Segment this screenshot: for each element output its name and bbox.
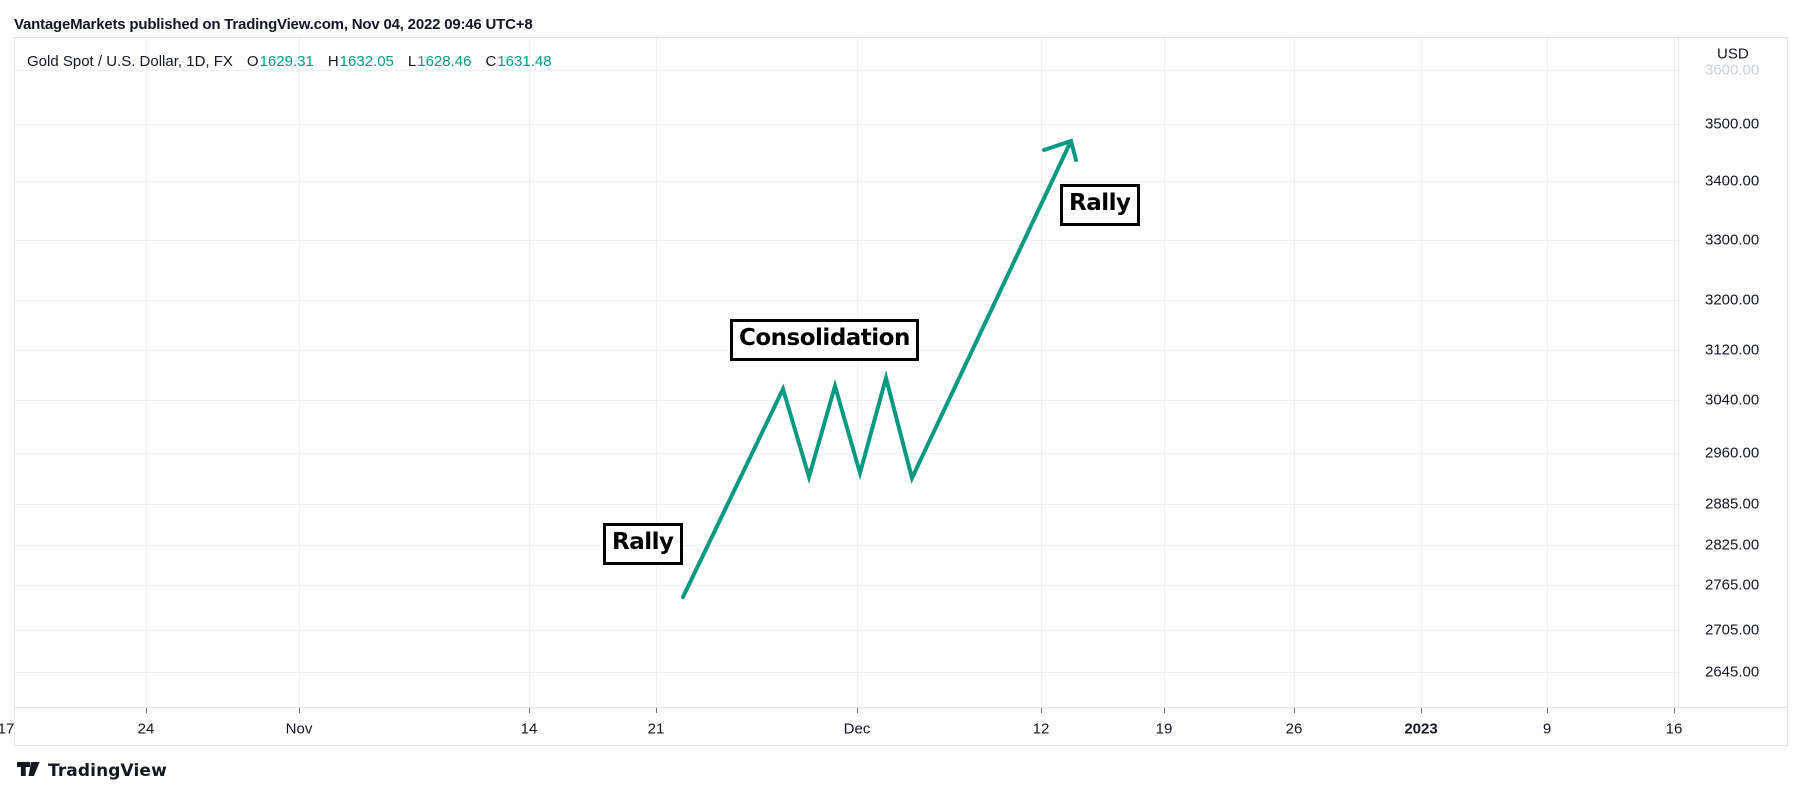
- h-gridline: [15, 585, 1678, 586]
- time-axis-label: 14: [520, 720, 538, 738]
- price-axis-separator: [1678, 38, 1679, 707]
- price-axis-label: 3040.00: [1705, 391, 1760, 409]
- time-axis-tick: [1294, 708, 1295, 713]
- tradingview-logo-icon: [17, 762, 40, 776]
- attribution-text: VantageMarkets published on TradingView.…: [14, 16, 533, 33]
- time-axis-tick: [299, 708, 300, 713]
- h-gridline: [15, 672, 1678, 673]
- v-gridline: [656, 38, 657, 707]
- time-axis-label: 16: [1665, 720, 1683, 738]
- symbol-title: Gold Spot / U.S. Dollar, 1D, FX: [27, 53, 233, 70]
- time-axis-label: 26: [1285, 720, 1303, 738]
- v-gridline: [1547, 38, 1548, 707]
- h-gridline: [15, 240, 1678, 241]
- time-axis-tick: [1164, 708, 1165, 713]
- v-gridline: [1164, 38, 1165, 707]
- tradingview-wordmark: TradingView: [48, 761, 167, 781]
- h-gridline: [15, 70, 1678, 71]
- price-axis-label: 2960.00: [1705, 444, 1760, 462]
- v-gridline: [1294, 38, 1295, 707]
- v-gridline: [857, 38, 858, 707]
- price-axis[interactable]: [1679, 38, 1787, 707]
- annotation-rally-1[interactable]: Rally: [603, 523, 683, 565]
- price-axis-label: 3200.00: [1705, 291, 1760, 309]
- time-axis-tick: [857, 708, 858, 713]
- time-axis-tick: [529, 708, 530, 713]
- h-gridline: [15, 453, 1678, 454]
- time-axis-label: Dec: [843, 720, 871, 738]
- time-axis-tick: [656, 708, 657, 713]
- time-axis-tick: [1547, 708, 1548, 713]
- h-gridline: [15, 300, 1678, 301]
- trend-line-drawing[interactable]: [681, 139, 1073, 599]
- price-axis-label: 2765.00: [1705, 576, 1760, 594]
- annotation-rally-2[interactable]: Rally: [1060, 184, 1140, 226]
- time-axis-label: 21: [647, 720, 665, 738]
- time-axis-label: 19: [1155, 720, 1173, 738]
- h-gridline: [15, 545, 1678, 546]
- v-gridline: [299, 38, 300, 707]
- v-gridline: [1674, 38, 1675, 707]
- v-gridline: [1421, 38, 1422, 707]
- price-axis-label: 2705.00: [1705, 621, 1760, 639]
- time-axis-tick: [1041, 708, 1042, 713]
- time-axis-label: 24: [137, 720, 155, 738]
- time-axis-tick: [1674, 708, 1675, 713]
- price-axis-currency: USD: [1717, 45, 1749, 63]
- v-gridline: [1041, 38, 1042, 707]
- h-gridline: [15, 400, 1678, 401]
- symbol-title-row: Gold Spot / U.S. Dollar, 1D, FX O 1629.31…: [27, 53, 552, 70]
- tradingview-footer[interactable]: TradingView: [17, 761, 167, 781]
- h-gridline: [15, 181, 1678, 182]
- ohlc-close: C 1631.48: [485, 53, 552, 70]
- time-axis-label: Nov: [285, 720, 313, 738]
- time-axis-tick: [1421, 708, 1422, 713]
- price-axis-label: 3500.00: [1705, 115, 1760, 133]
- price-axis-label: 3400.00: [1705, 172, 1760, 190]
- time-axis-label: 9: [1542, 720, 1552, 738]
- price-axis-label: 2885.00: [1705, 495, 1760, 513]
- v-gridline: [146, 38, 147, 707]
- chart-card: [14, 37, 1788, 746]
- time-axis-separator: [15, 707, 1787, 708]
- time-axis-label: 12: [1032, 720, 1050, 738]
- h-gridline: [15, 504, 1678, 505]
- trend-arrowhead[interactable]: [1042, 138, 1078, 162]
- h-gridline: [15, 124, 1678, 125]
- ohlc-high: H 1632.05: [327, 53, 394, 70]
- time-axis[interactable]: [15, 708, 1787, 745]
- h-gridline: [15, 630, 1678, 631]
- price-axis-label: 3120.00: [1705, 341, 1760, 359]
- ohlc-open: O 1629.31: [246, 53, 314, 70]
- time-axis-label: 17: [0, 720, 15, 738]
- price-axis-label: 3600.00: [1705, 61, 1760, 79]
- time-axis-label: 2023: [1404, 720, 1438, 738]
- time-axis-tick: [146, 708, 147, 713]
- annotation-consolidation[interactable]: Consolidation: [730, 319, 919, 361]
- plot-area[interactable]: [15, 38, 1678, 707]
- v-gridline: [529, 38, 530, 707]
- price-axis-label: 3300.00: [1705, 231, 1760, 249]
- price-axis-label: 2645.00: [1705, 663, 1760, 681]
- price-axis-label: 2825.00: [1705, 536, 1760, 554]
- ohlc-low: L 1628.46: [407, 53, 472, 70]
